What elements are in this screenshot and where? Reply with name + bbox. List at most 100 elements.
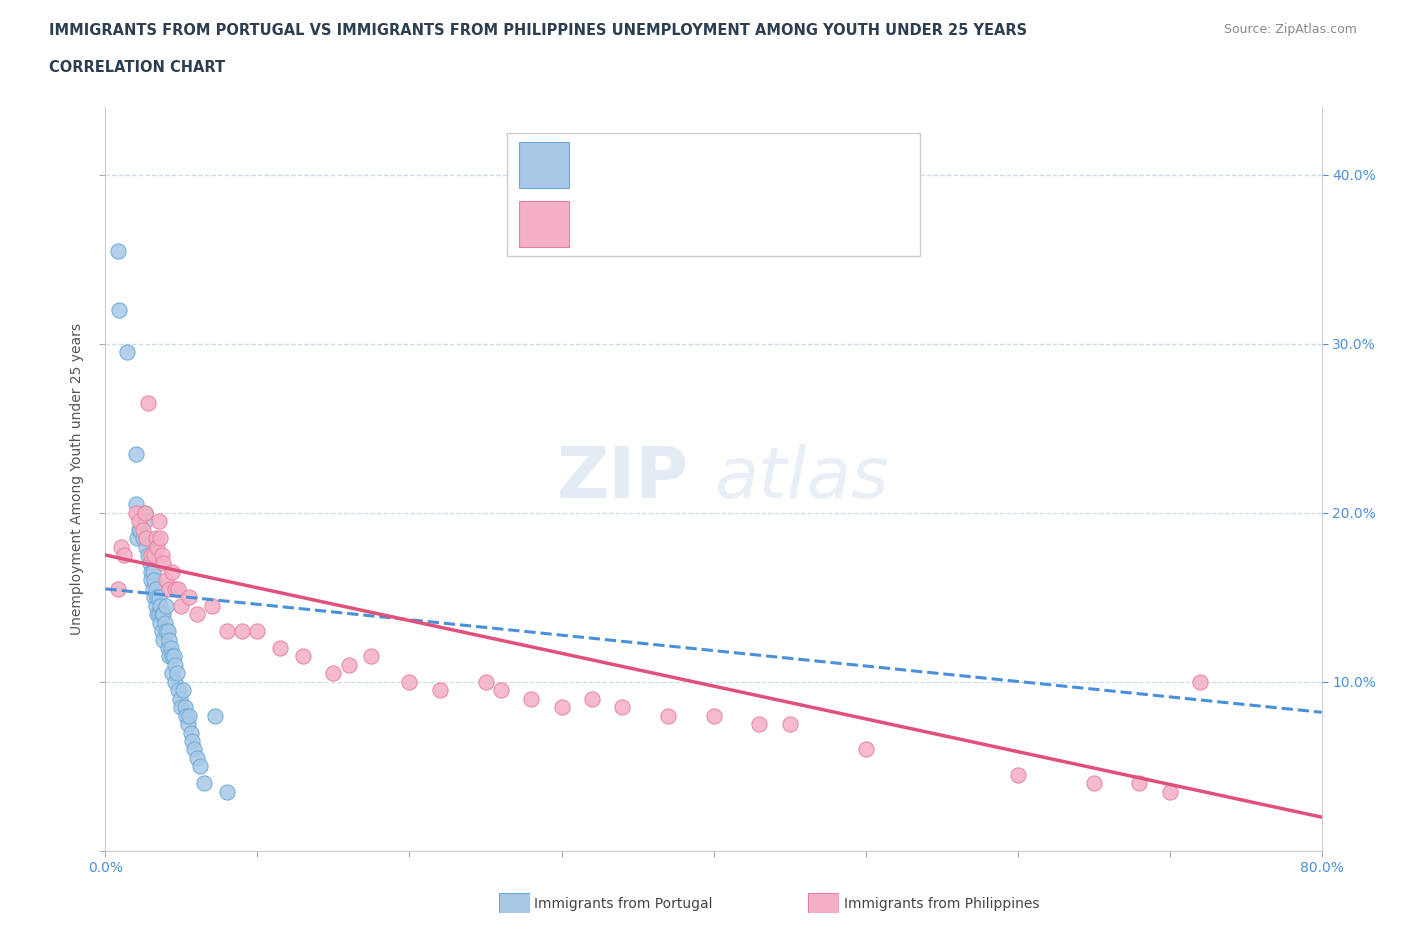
Point	[155, 598, 177, 613]
Point	[1188, 674, 1211, 689]
Point	[269, 641, 291, 656]
Point	[135, 539, 157, 554]
Point	[134, 505, 156, 520]
Point	[152, 632, 174, 647]
Point	[165, 581, 187, 596]
Point	[115, 345, 138, 360]
Point	[217, 784, 239, 799]
Point	[107, 244, 129, 259]
Point	[292, 649, 315, 664]
Point	[139, 573, 162, 588]
Point	[156, 624, 179, 639]
Point	[172, 683, 194, 698]
Point	[474, 674, 496, 689]
Point	[1159, 784, 1181, 799]
Point	[152, 606, 174, 621]
Point	[149, 531, 172, 546]
Text: CORRELATION CHART: CORRELATION CHART	[49, 60, 225, 75]
Point	[155, 624, 177, 639]
Point	[174, 709, 197, 724]
Point	[134, 505, 156, 520]
Point	[146, 590, 169, 604]
Point	[153, 616, 176, 631]
Point	[489, 683, 512, 698]
Point	[108, 302, 131, 317]
Point	[129, 523, 152, 538]
Point	[148, 606, 170, 621]
Point	[125, 497, 148, 512]
Point	[157, 649, 180, 664]
Point	[143, 590, 166, 604]
Point	[702, 709, 725, 724]
Point	[146, 539, 169, 554]
Text: ZIP: ZIP	[557, 445, 689, 513]
Point	[398, 674, 420, 689]
Point	[162, 666, 184, 681]
Point	[550, 699, 572, 714]
Point	[162, 565, 184, 579]
Point	[181, 734, 204, 749]
Point	[186, 751, 208, 765]
Point	[128, 523, 150, 538]
Point	[177, 709, 200, 724]
Point	[169, 691, 191, 706]
Text: Immigrants from Philippines: Immigrants from Philippines	[844, 897, 1039, 911]
Point	[186, 606, 208, 621]
Point	[148, 513, 170, 528]
Y-axis label: Unemployment Among Youth under 25 years: Unemployment Among Youth under 25 years	[70, 323, 84, 635]
Point	[612, 699, 634, 714]
Point	[139, 565, 162, 579]
Point	[520, 691, 543, 706]
Point	[217, 624, 239, 639]
Point	[136, 548, 159, 563]
Point	[201, 598, 224, 613]
Point	[1128, 776, 1150, 790]
Point	[125, 446, 148, 461]
Point	[142, 581, 165, 596]
Point	[193, 776, 215, 790]
Point	[107, 581, 129, 596]
Point	[134, 513, 156, 528]
Point	[143, 548, 166, 563]
Point	[180, 725, 202, 740]
Point	[165, 674, 187, 689]
Point	[173, 699, 195, 714]
Point	[152, 556, 174, 571]
Point	[1007, 767, 1029, 782]
Point	[135, 531, 157, 546]
Point	[139, 548, 162, 563]
Point	[177, 590, 200, 604]
Point	[170, 699, 193, 714]
Text: Source: ZipAtlas.com: Source: ZipAtlas.com	[1223, 23, 1357, 36]
Point	[112, 548, 135, 563]
Point	[166, 666, 188, 681]
Point	[429, 683, 451, 698]
Point	[337, 658, 360, 672]
Text: IMMIGRANTS FROM PORTUGAL VS IMMIGRANTS FROM PHILIPPINES UNEMPLOYMENT AMONG YOUTH: IMMIGRANTS FROM PORTUGAL VS IMMIGRANTS F…	[49, 23, 1028, 38]
Point	[132, 531, 155, 546]
Point	[167, 581, 190, 596]
Point	[148, 590, 170, 604]
Point	[855, 742, 877, 757]
Point	[145, 581, 167, 596]
Point	[157, 632, 180, 647]
Text: atlas: atlas	[713, 445, 889, 513]
Point	[142, 565, 165, 579]
Point	[132, 523, 155, 538]
Point	[125, 505, 148, 520]
Point	[127, 531, 149, 546]
Point	[246, 624, 269, 639]
Point	[183, 742, 205, 757]
Point	[748, 717, 770, 732]
Point	[138, 556, 160, 571]
Point	[155, 573, 177, 588]
Point	[165, 658, 187, 672]
Point	[145, 531, 167, 546]
Point	[145, 598, 167, 613]
Point	[143, 573, 166, 588]
Point	[176, 717, 198, 732]
Point	[360, 649, 382, 664]
Text: Immigrants from Portugal: Immigrants from Portugal	[534, 897, 713, 911]
Point	[657, 709, 679, 724]
Point	[150, 624, 173, 639]
